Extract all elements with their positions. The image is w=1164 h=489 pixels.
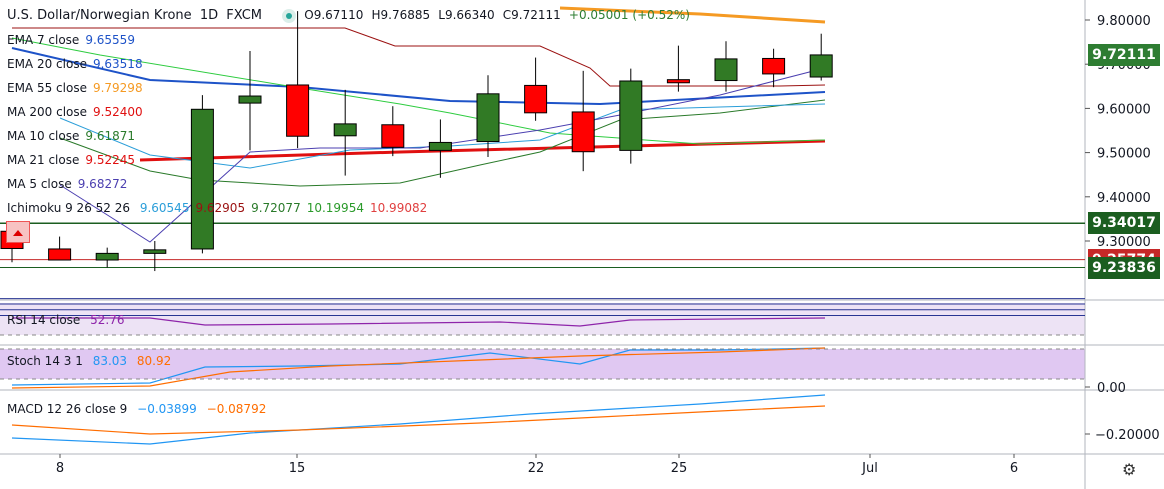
price-tick-label: 9.80000	[1097, 14, 1151, 29]
macd-signal-line	[11, 405, 826, 435]
candle-body[interactable]	[428, 141, 452, 151]
candle-body[interactable]	[190, 108, 214, 250]
candle-body[interactable]	[666, 79, 690, 84]
candle-body[interactable]	[619, 80, 643, 151]
time-label: 6	[1010, 461, 1018, 476]
price-label-box: 9.34017	[1088, 212, 1160, 235]
stoch-d-line	[11, 347, 826, 389]
time-label: 25	[671, 461, 688, 476]
time-label: Jul	[861, 461, 878, 476]
rsi-band	[0, 303, 1085, 335]
ma200-line	[139, 139, 826, 162]
stoch-k-line	[11, 347, 826, 386]
candle-body[interactable]	[333, 123, 357, 137]
time-label: 8	[56, 461, 64, 476]
time-label: 15	[289, 461, 306, 476]
price-tick-label: 9.50000	[1097, 147, 1151, 162]
price-label-box: 9.23836	[1088, 257, 1160, 280]
candle-body[interactable]	[0, 230, 24, 250]
ema55-line	[559, 6, 826, 24]
price-tick-label: 9.40000	[1097, 191, 1151, 206]
settings-gear-icon[interactable]: ⚙	[1122, 460, 1137, 479]
candle-body[interactable]	[714, 58, 738, 82]
candle-body[interactable]	[143, 249, 167, 254]
candle-body[interactable]	[476, 93, 500, 143]
rsi-line	[12, 317, 826, 327]
candle-body[interactable]	[95, 252, 119, 261]
macd-line	[11, 394, 826, 445]
price-tick-label: 9.30000	[1097, 235, 1151, 250]
candle-body[interactable]	[809, 54, 833, 78]
candle-body[interactable]	[381, 124, 405, 148]
macd-tick-label: 0.00	[1097, 381, 1126, 396]
macd-tick-label: −0.20000	[1095, 428, 1160, 443]
candle-body[interactable]	[524, 84, 548, 114]
stoch-band	[0, 349, 1085, 379]
ma5-line	[59, 67, 826, 243]
price-tick-label: 9.60000	[1097, 102, 1151, 117]
price-label-box: 9.72111	[1088, 43, 1160, 66]
candle-body[interactable]	[286, 84, 310, 137]
time-label: 22	[528, 461, 545, 476]
candle-body[interactable]	[571, 111, 595, 153]
candle-body[interactable]	[48, 248, 72, 261]
candle-body[interactable]	[762, 57, 786, 75]
ma21-line	[11, 37, 826, 145]
candle-body[interactable]	[238, 95, 262, 104]
